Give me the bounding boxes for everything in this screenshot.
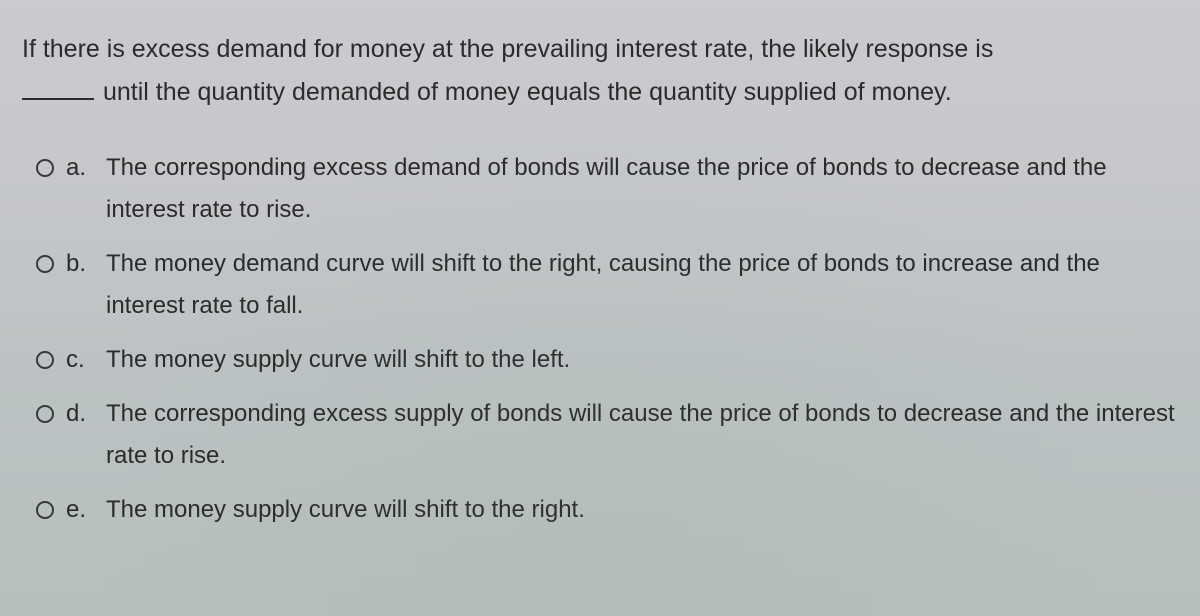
radio-icon[interactable] [36, 255, 54, 273]
question-line1: If there is excess demand for money at t… [22, 35, 993, 63]
option-d[interactable]: d. The corresponding excess supply of bo… [22, 393, 1178, 477]
option-a[interactable]: a. The corresponding excess demand of bo… [22, 147, 1178, 231]
option-b[interactable]: b. The money demand curve will shift to … [22, 243, 1178, 327]
option-letter: a. [66, 147, 94, 189]
option-letter: b. [66, 243, 94, 285]
question-stem: If there is excess demand for money at t… [22, 28, 1178, 113]
option-e[interactable]: e. The money supply curve will shift to … [22, 489, 1178, 531]
option-text: The money supply curve will shift to the… [106, 339, 1178, 381]
option-letter: d. [66, 393, 94, 435]
radio-icon[interactable] [36, 405, 54, 423]
option-text: The corresponding excess demand of bonds… [106, 147, 1178, 231]
fill-in-blank [22, 98, 94, 100]
radio-icon[interactable] [36, 351, 54, 369]
options-list: a. The corresponding excess demand of bo… [22, 147, 1178, 531]
option-letter: c. [66, 339, 94, 381]
option-letter: e. [66, 489, 94, 531]
option-text: The money supply curve will shift to the… [106, 489, 1178, 531]
radio-icon[interactable] [36, 501, 54, 519]
question-line2: until the quantity demanded of money equ… [96, 78, 952, 106]
option-text: The money demand curve will shift to the… [106, 243, 1178, 327]
option-c[interactable]: c. The money supply curve will shift to … [22, 339, 1178, 381]
option-text: The corresponding excess supply of bonds… [106, 393, 1178, 477]
radio-icon[interactable] [36, 159, 54, 177]
